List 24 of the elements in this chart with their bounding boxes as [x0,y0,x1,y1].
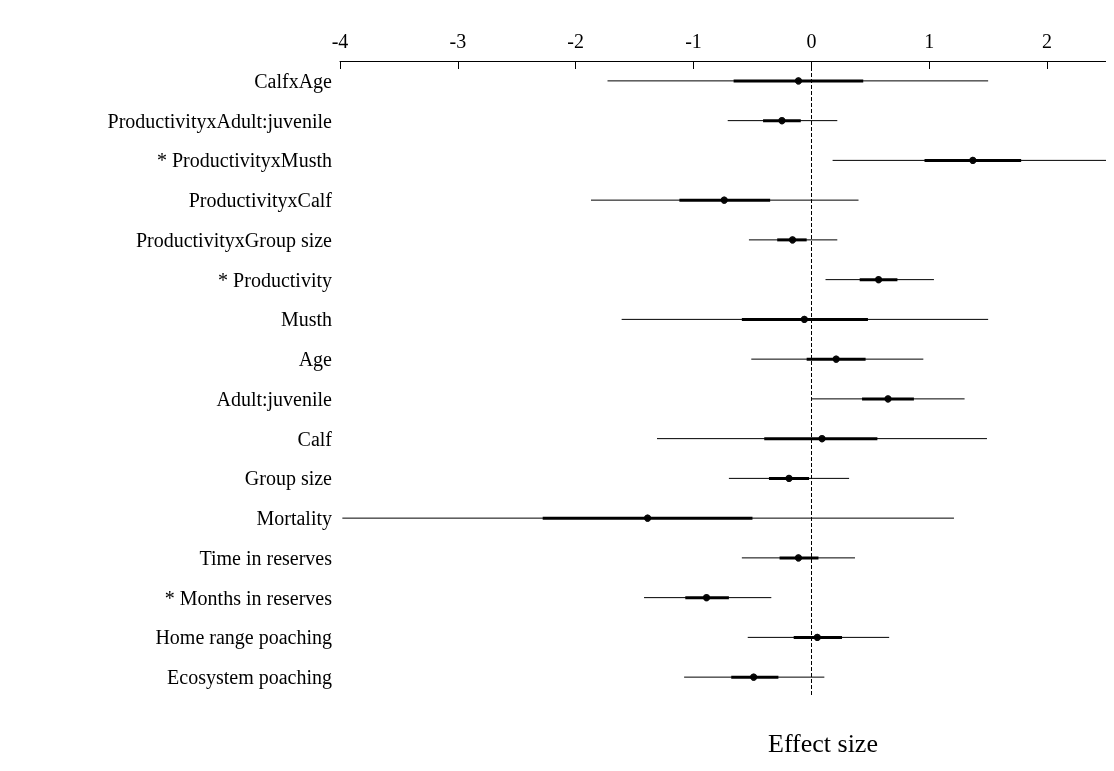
y-tick-label: ProductivityxAdult:juvenile [107,109,333,133]
y-tick-label: Calf [297,427,333,450]
x-axis-title: Effect size [768,728,878,758]
x-tick-label: -4 [331,30,349,52]
y-tick-label: ProductivityxGroup size [135,228,333,252]
y-tick-label: Group size [244,467,333,491]
y-tick-label: Musth [280,308,332,331]
y-tick-label: CalfxAge [254,69,333,93]
x-tick-label: 2 [1042,30,1053,52]
y-tick-label: Adult:juvenile [216,387,333,411]
x-tick-label: -2 [567,30,585,52]
y-tick-label: Ecosystem poaching [167,666,332,690]
y-tick-label: Age [298,348,333,372]
y-tick-label: ProductivityxCalf [188,189,333,213]
y-tick-label: Home range poaching [155,626,332,650]
x-tick-label: 1 [924,30,935,52]
y-tick-label: * ProductivityxMusth [156,149,332,173]
y-tick-label: * Months in reserves [164,586,333,609]
y-tick-label: * Productivity [218,268,332,292]
x-tick-label: -3 [449,30,467,52]
y-tick-label: Mortality [256,507,332,531]
x-tick-label: -1 [685,30,702,52]
y-tick-label: Time in reserves [199,546,333,569]
x-tick-label: 0 [806,30,817,52]
